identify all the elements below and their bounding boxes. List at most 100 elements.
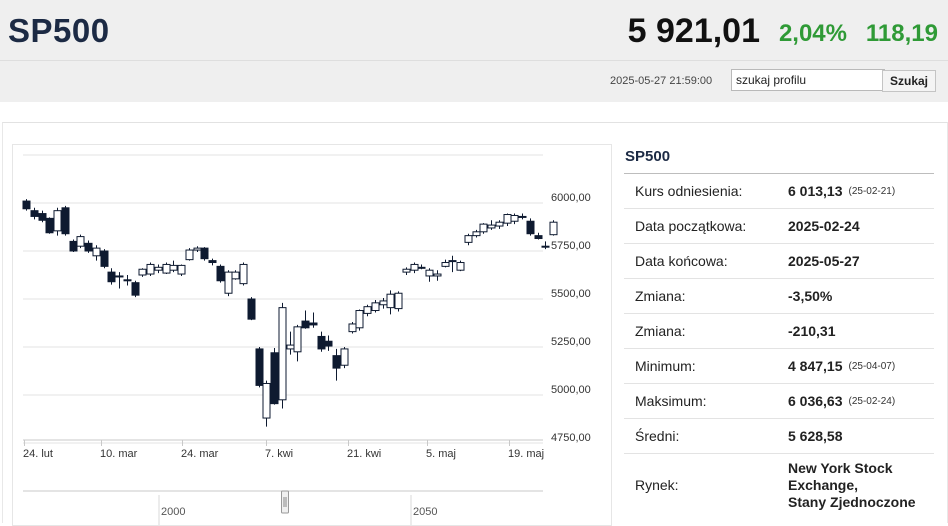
candle-body <box>425 269 434 277</box>
candle-body <box>309 322 318 326</box>
candle-body <box>270 352 279 405</box>
candle-body <box>371 302 380 312</box>
candle-body <box>76 236 85 247</box>
candle-body <box>340 348 349 366</box>
candle-body <box>495 221 504 227</box>
change-absolute: 118,19 <box>865 20 938 47</box>
candle-body <box>472 231 481 237</box>
candle-body <box>100 250 109 267</box>
navigator-handle <box>281 490 289 514</box>
candle-body <box>146 263 155 275</box>
candle-body <box>479 223 488 233</box>
candle-body <box>262 382 271 419</box>
candle-body <box>510 214 519 222</box>
candle-body <box>487 224 496 229</box>
candle-body <box>278 307 287 401</box>
candle-body <box>348 323 357 333</box>
y-tick-label: 6000,00 <box>551 192 591 204</box>
info-label: Maksimum: <box>635 393 707 409</box>
candle-body <box>154 266 163 271</box>
candle-body <box>115 275 124 278</box>
candle-body <box>363 306 372 314</box>
info-label: Zmiana: <box>635 288 686 304</box>
header-divider <box>0 60 948 61</box>
candle-body <box>332 355 341 369</box>
quote-timestamp: 2025-05-27 21:59:00 <box>610 75 713 87</box>
info-label: Średni: <box>635 428 680 444</box>
candle-body <box>402 268 411 273</box>
instrument-info-panel: SP500 Kurs odniesienia: 6 013,13 (25-02-… <box>624 143 934 516</box>
candle-body <box>448 260 457 263</box>
candle-body <box>45 217 54 234</box>
candle-body <box>208 260 217 264</box>
candle-body <box>123 279 132 282</box>
x-tick-label: 24. mar <box>181 448 219 460</box>
y-tick-label: 4750,00 <box>551 432 591 444</box>
candle-body <box>286 344 295 350</box>
candle-body <box>355 310 364 329</box>
candle-body <box>185 249 194 261</box>
candle-body <box>193 247 202 251</box>
market-line: New York Stock <box>788 459 893 476</box>
price-chart[interactable]: 6000,00 5750,00 5500,00 5250,00 5000,00 4750,… <box>12 144 612 526</box>
info-value: 4 847,15 <box>788 358 843 374</box>
info-rows: Kurs odniesienia: 6 013,13 (25-02-21) Da… <box>624 174 934 516</box>
market-line: Exchange, <box>788 476 859 493</box>
candle-body <box>30 210 39 217</box>
info-row-minimum: Minimum: 4 847,15 (25-04-07) <box>624 349 934 384</box>
candle-body <box>534 235 543 240</box>
change-percent: 2,04% <box>778 20 847 47</box>
x-tick-label: 24. lut <box>23 448 53 460</box>
quote-header: SP500 5 921,01 2,04% 118,19 2025-05-27 2… <box>0 0 948 102</box>
candle-body <box>433 273 442 277</box>
y-tick-label: 5750,00 <box>551 240 591 252</box>
candle-body <box>131 282 140 296</box>
y-tick-label: 5250,00 <box>551 336 591 348</box>
candle-body <box>177 264 186 275</box>
candle-body <box>53 210 62 232</box>
candle-body <box>162 263 171 274</box>
info-title: SP500 <box>624 143 934 174</box>
candle-body <box>464 235 473 243</box>
x-tick-label: 19. maj <box>508 448 544 460</box>
x-tick-label: 21. kwi <box>347 448 381 460</box>
info-value: 2025-02-24 <box>788 218 860 234</box>
candle-body <box>84 242 93 252</box>
info-row-change-absolute: Zmiana: -210,31 <box>624 314 934 349</box>
candle-body <box>92 247 101 257</box>
profile-search-input[interactable] <box>731 69 885 91</box>
candlestick-chart-svg: 6000,00 5750,00 5500,00 5250,00 5000,00 4750,… <box>22 154 591 525</box>
y-tick-label: 5500,00 <box>551 288 591 300</box>
y-tick-label: 5000,00 <box>551 384 591 396</box>
info-row-change-percent: Zmiana: -3,50% <box>624 279 934 314</box>
candle-body <box>441 262 450 267</box>
ticker-symbol: SP500 <box>8 12 110 49</box>
candle-body <box>169 264 178 271</box>
candle-body <box>503 214 512 224</box>
candle-body <box>247 298 256 320</box>
candle-body <box>379 300 388 306</box>
candle-body <box>255 348 264 386</box>
candle-body <box>394 292 403 310</box>
info-label: Kurs odniesienia: <box>635 183 743 199</box>
navigator-tick-label: 2050 <box>413 506 437 518</box>
candle-body <box>549 221 558 236</box>
last-price: 5 921,01 <box>627 12 760 50</box>
candle-body <box>386 293 395 309</box>
info-date: (25-04-07) <box>848 360 896 372</box>
search-button[interactable]: Szukaj <box>882 70 936 92</box>
info-value: -3,50% <box>788 288 833 304</box>
candle-body <box>22 200 31 210</box>
x-tick-label: 10. mar <box>100 448 138 460</box>
candle-body <box>239 263 248 285</box>
candle-body <box>38 213 47 221</box>
candle-body <box>324 340 333 347</box>
info-row-market: Rynek: New York Stock Exchange, Stany Zj… <box>624 454 934 516</box>
info-value: 6 013,13 <box>788 183 843 199</box>
candle-body <box>456 262 465 271</box>
info-label: Zmiana: <box>635 323 686 339</box>
info-date: (25-02-21) <box>848 185 896 197</box>
market-line: Stany Zjednoczone <box>788 493 916 510</box>
info-value: 2025-05-27 <box>788 253 860 269</box>
info-label: Rynek: <box>635 477 679 493</box>
